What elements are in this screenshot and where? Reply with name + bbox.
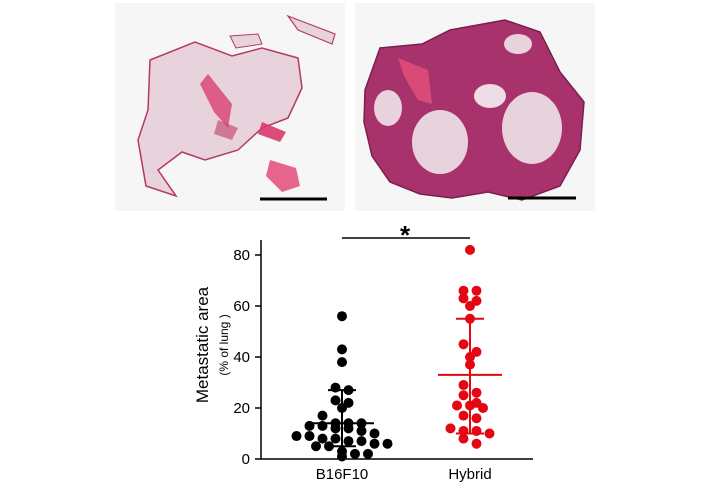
lung-section-b16f10-image <box>115 3 345 211</box>
data-point <box>458 293 469 304</box>
data-point <box>311 441 321 452</box>
data-point <box>458 390 469 401</box>
data-point <box>465 359 475 370</box>
data-point <box>304 431 315 442</box>
x-tick-label: B16F10 <box>316 466 369 483</box>
data-point <box>337 311 347 322</box>
data-point <box>350 448 360 459</box>
y-tick-label: 80 <box>233 247 250 264</box>
y-tick-label: 0 <box>242 451 250 468</box>
y-tick-group: 0 20 40 60 80 <box>233 247 261 468</box>
data-point <box>324 441 334 452</box>
x-tick-label: Hybrid <box>448 466 491 483</box>
data-point <box>343 397 354 408</box>
y-tick-label: 60 <box>233 298 250 315</box>
data-point <box>465 313 475 324</box>
data-point <box>458 410 469 421</box>
data-point <box>471 285 482 296</box>
data-point <box>458 433 469 444</box>
data-point <box>471 438 482 449</box>
y-axis: 0 20 40 60 80 <box>233 240 533 468</box>
data-point <box>363 448 373 459</box>
data-point <box>337 446 347 457</box>
data-point <box>471 387 482 398</box>
data-point <box>471 425 482 436</box>
data-point <box>330 418 341 429</box>
data-point <box>471 397 482 408</box>
significance-marker: * <box>400 220 411 250</box>
data-point <box>343 436 354 447</box>
data-point <box>317 433 328 444</box>
data-point <box>452 400 462 411</box>
data-point <box>330 382 341 393</box>
data-point <box>458 339 469 350</box>
x-tick-labels: B16F10 Hybrid <box>316 466 492 483</box>
data-point <box>317 410 328 421</box>
data-point <box>382 438 393 449</box>
y-tick-label: 40 <box>233 349 250 366</box>
data-point <box>330 395 341 406</box>
data-point <box>356 436 367 447</box>
data-points <box>291 244 495 462</box>
y-tick-label: 20 <box>233 400 250 417</box>
data-point <box>484 428 495 439</box>
data-point <box>291 431 302 442</box>
data-point <box>471 413 482 424</box>
data-point <box>343 385 354 396</box>
data-point <box>458 380 469 391</box>
data-point <box>337 357 347 368</box>
data-point <box>343 418 354 429</box>
data-point <box>317 420 328 431</box>
data-point <box>337 344 347 355</box>
data-point <box>458 285 469 296</box>
data-point <box>369 438 380 449</box>
data-point <box>330 433 341 444</box>
data-point <box>304 420 315 431</box>
lung-section-hybrid-image <box>355 3 595 211</box>
data-point <box>458 425 469 436</box>
data-point <box>465 244 475 255</box>
y-axis-label: Metastatic area <box>193 286 212 403</box>
data-point <box>471 346 482 357</box>
data-point <box>471 295 482 306</box>
data-point <box>356 425 367 436</box>
data-point <box>356 418 367 429</box>
data-point <box>445 423 456 434</box>
y-axis-sublabel: (% of lung ) <box>217 314 231 375</box>
data-point <box>369 428 380 439</box>
